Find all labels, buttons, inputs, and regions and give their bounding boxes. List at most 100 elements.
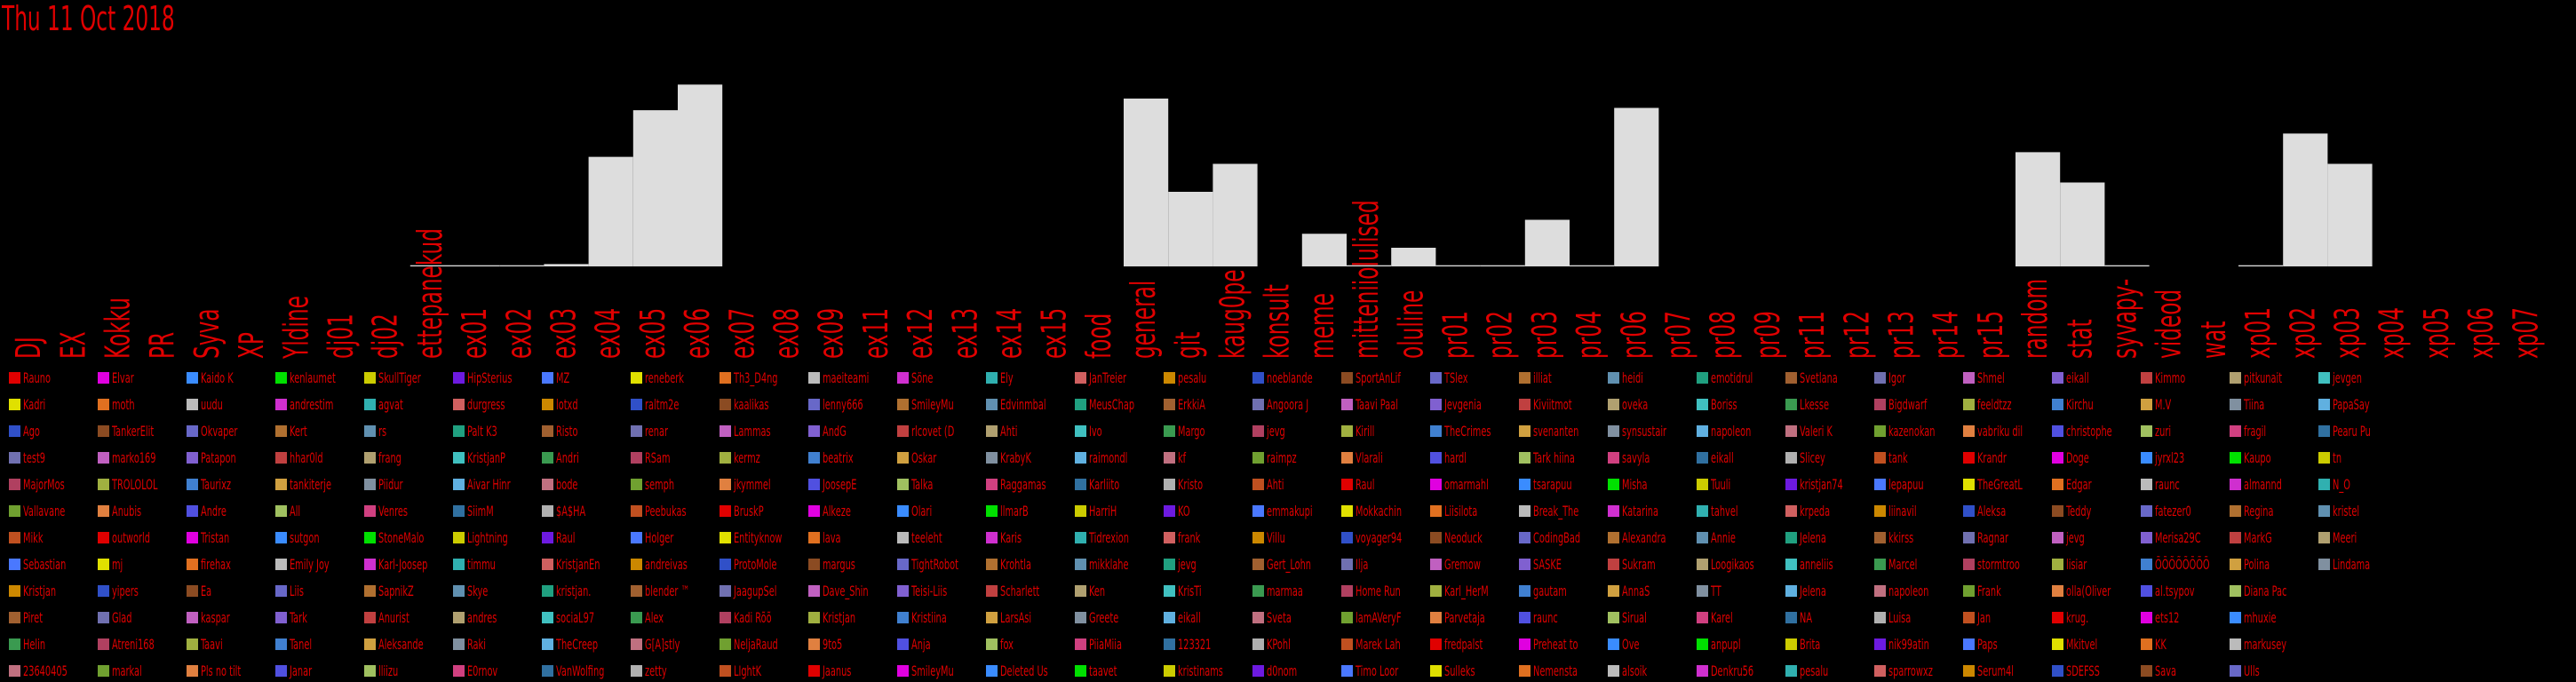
legend-item: lisiar xyxy=(2043,556,2132,574)
legend-label: mj xyxy=(112,556,123,573)
legend-item: kaalikas xyxy=(711,396,799,414)
legend-swatch xyxy=(1608,399,1619,410)
legend-swatch xyxy=(631,532,642,543)
legend-item: taavet xyxy=(1066,662,1155,680)
legend-label: Palt K3 xyxy=(467,423,497,440)
legend-item: Lindama xyxy=(2310,556,2398,574)
legend-item: Sava xyxy=(2132,662,2221,680)
legend-label: Kimmo xyxy=(2155,369,2186,386)
legend-label: Vallavane xyxy=(23,503,66,519)
legend-label: SmileyMu xyxy=(911,662,954,679)
legend-item: Okvaper xyxy=(178,423,266,440)
legend-item: blender ™ xyxy=(622,583,711,600)
legend-swatch xyxy=(1075,505,1086,517)
legend-item: KO xyxy=(1155,503,1244,520)
legend-label: TankerElit xyxy=(112,423,155,440)
legend-item: Regina xyxy=(2221,503,2310,520)
legend-label: Aleksande xyxy=(378,636,424,653)
legend-swatch xyxy=(187,559,198,570)
category-label-git: git xyxy=(1168,332,1207,359)
legend-label: 23640405 xyxy=(23,662,68,679)
legend-swatch xyxy=(542,479,553,490)
legend-item: zuri xyxy=(2132,423,2221,440)
legend-label: Marek Lah xyxy=(1356,636,1401,653)
legend-swatch xyxy=(2052,559,2063,570)
legend-label: Scharlett xyxy=(1000,583,1040,599)
legend-item: fatezer0 xyxy=(2132,503,2221,520)
legend-label: KO xyxy=(1178,503,1190,519)
legend-swatch xyxy=(631,559,642,570)
legend-label: AnnaS xyxy=(1622,583,1650,599)
legend-swatch xyxy=(364,665,376,677)
legend-swatch xyxy=(1519,638,1530,650)
legend-label: d0nom xyxy=(1267,662,1298,679)
legend-item: d0nom xyxy=(1244,662,1332,680)
legend-item: Denkru56 xyxy=(1688,662,1777,680)
legend-item: JoosepE xyxy=(799,476,888,494)
legend-item: raimondl xyxy=(1066,449,1155,467)
category-label-meme: meme xyxy=(1302,293,1341,359)
legend-item: Taavi Paal xyxy=(1332,396,1421,414)
legend-item: StoneMalo xyxy=(355,529,444,547)
legend-item: Ivo xyxy=(1066,423,1155,440)
legend-swatch xyxy=(2230,532,2241,543)
legend-swatch xyxy=(720,585,731,597)
legend-item: Shmel xyxy=(1954,369,2043,387)
legend-item: jyrxl23 xyxy=(2132,449,2221,467)
legend-swatch xyxy=(1430,665,1442,677)
legend-label: Edvinmbal xyxy=(1000,396,1046,413)
legend-item: Lammas xyxy=(711,423,799,440)
legend-item: Kristiina xyxy=(888,609,977,627)
legend-item: Andri xyxy=(533,449,622,467)
legend-item: raunc xyxy=(1510,609,1599,627)
category-label-ettepanekud: ettepanekud xyxy=(410,228,449,359)
legend-item: tsarapuu xyxy=(1510,476,1599,494)
legend-label: tank xyxy=(1888,449,1908,466)
legend-item: feeldtzz xyxy=(1954,396,2043,414)
category-label-DJ: DJ xyxy=(9,337,48,359)
legend-swatch xyxy=(986,425,998,437)
legend-label: Kristjan xyxy=(823,609,856,626)
legend-swatch xyxy=(2318,505,2330,517)
legend-label: oveka xyxy=(1622,396,1649,413)
legend-swatch xyxy=(2141,532,2152,543)
legend-item: beatrix xyxy=(799,449,888,467)
legend-swatch xyxy=(275,372,287,384)
legend-label: N_O xyxy=(2333,476,2350,493)
legend-item: jevgen xyxy=(2310,369,2398,387)
legend-item: Sebastian xyxy=(0,556,89,574)
legend-swatch xyxy=(720,665,731,677)
legend-item: mikklahe xyxy=(1066,556,1155,574)
legend-swatch xyxy=(187,612,198,623)
category-label-videod: videod xyxy=(2150,289,2189,359)
legend-label: Krandr xyxy=(1977,449,2007,466)
legend-swatch xyxy=(2141,452,2152,464)
legend-swatch xyxy=(1697,559,1708,570)
legend-label: Gremow xyxy=(1444,556,1481,573)
legend-item: KrabyK xyxy=(977,449,1066,467)
legend-label: outworld xyxy=(112,529,150,546)
category-label-PR: PR xyxy=(143,332,182,359)
legend-item: Krohtla xyxy=(977,556,1066,574)
legend-item: Holger xyxy=(622,529,711,547)
legend-swatch xyxy=(1075,638,1086,650)
legend-label: Anubis xyxy=(112,503,142,519)
legend-swatch xyxy=(187,479,198,490)
legend-swatch xyxy=(631,479,642,490)
legend-swatch xyxy=(1608,479,1619,490)
legend-label: Talka xyxy=(911,476,934,493)
legend-swatch xyxy=(2052,479,2063,490)
bar-pr03 xyxy=(1524,219,1570,266)
category-label-xp06: xp06 xyxy=(2461,307,2500,359)
legend-swatch xyxy=(364,425,376,437)
legend-label: Annie xyxy=(1711,529,1736,546)
legend-item: Margo xyxy=(1155,423,1244,440)
legend-item: TightRobot xyxy=(888,556,977,574)
legend-item: Ulls xyxy=(2221,662,2310,680)
legend-item: al.tsypov xyxy=(2132,583,2221,600)
category-label-ex02: ex02 xyxy=(499,308,538,359)
legend-item: KK xyxy=(2132,636,2221,654)
legend-swatch xyxy=(1785,559,1797,570)
legend-swatch xyxy=(2318,372,2330,384)
legend-item: KPohl xyxy=(1244,636,1332,654)
